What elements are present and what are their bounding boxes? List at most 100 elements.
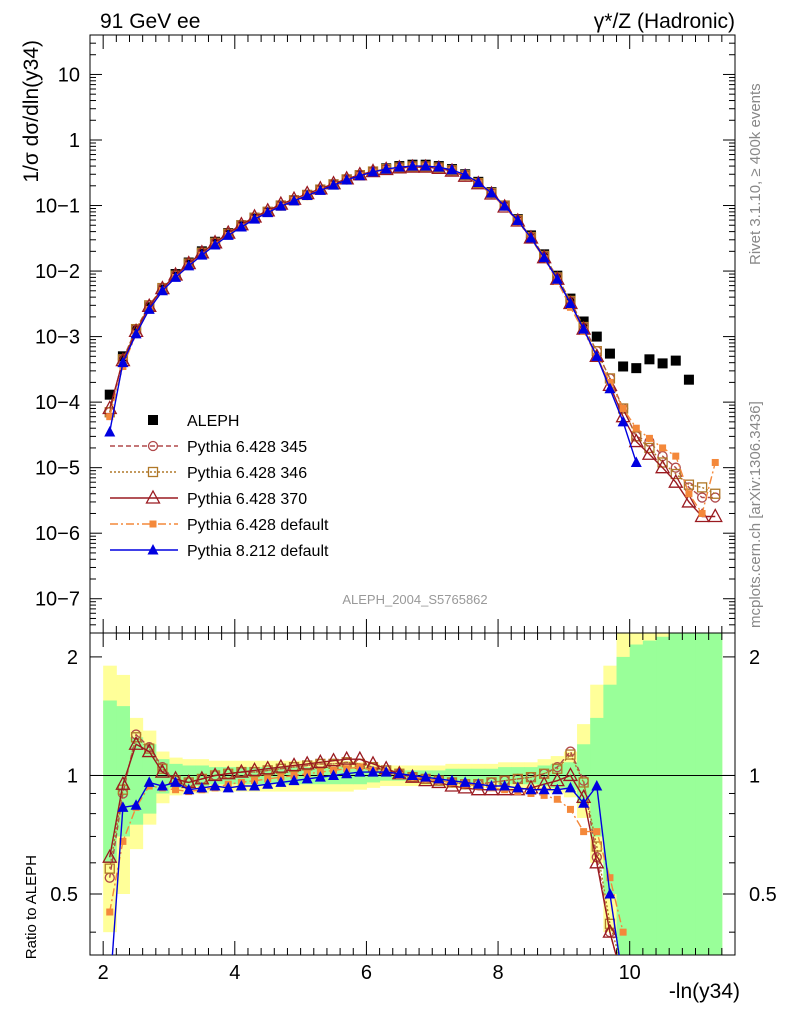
ratio-point [562, 767, 579, 782]
band-green-bin [642, 640, 657, 955]
data-point [710, 488, 721, 499]
ratio-point [565, 749, 576, 760]
data-point [644, 354, 655, 365]
ratio-point [119, 837, 127, 845]
ratio-series-pythia-8-212-default [104, 766, 620, 998]
band-green-bin [590, 717, 604, 837]
y-tick-label: 1 [69, 130, 80, 152]
ratio-point [154, 763, 170, 778]
legend-item: Pythia 6.428 default [110, 517, 329, 534]
ratio-point [235, 780, 247, 791]
ratio-point [485, 780, 497, 791]
ratio-point [602, 923, 618, 938]
ratio-point [288, 774, 300, 786]
y-tick-label: 10−7 [35, 589, 80, 611]
data-point [196, 249, 208, 260]
ratio-point [262, 778, 274, 789]
ratio-point [499, 780, 511, 791]
data-point [262, 206, 274, 218]
ratio-point [446, 774, 458, 786]
data-point [685, 490, 693, 498]
ratio-point [589, 854, 605, 869]
ratio-point [156, 780, 168, 791]
data-point [275, 200, 287, 211]
data-point [446, 163, 458, 175]
data-point [235, 221, 247, 232]
ratio-point [459, 776, 471, 787]
y-tick-label: 10−1 [35, 196, 80, 218]
series-aleph [104, 159, 694, 400]
data-point [617, 415, 629, 427]
ratio-point [407, 769, 418, 780]
ratio-point [606, 874, 614, 882]
ratio-point [354, 766, 366, 777]
mcplots-label: mcplots.cern.ch [arXiv:1306.3436] [747, 401, 764, 628]
data-point [433, 161, 445, 172]
data-point [698, 509, 706, 517]
data-point [380, 163, 392, 174]
data-point [104, 389, 115, 400]
legend-item: Pythia 6.428 345 [110, 439, 307, 456]
ratio-y-tick-label: 0.5 [50, 884, 78, 906]
header-right-title: γ*/Z (Hadronic) [594, 10, 735, 33]
legend-label: ALEPH [187, 413, 239, 430]
ratio-point [328, 769, 340, 780]
ratio-point [591, 780, 603, 791]
data-point [472, 176, 484, 187]
legend-marker [147, 466, 159, 478]
data-point [117, 351, 128, 362]
band-green-bin [616, 656, 631, 955]
legend-label: Pythia 8.212 default [187, 543, 329, 560]
x-tick-label: 8 [492, 962, 503, 984]
legend-marker [147, 440, 159, 452]
data-point [657, 358, 668, 369]
band-green-bin [129, 737, 144, 825]
ratio-line [109, 766, 624, 933]
data-point [551, 273, 563, 284]
band-green-bin [656, 636, 670, 955]
data-point [630, 456, 642, 467]
legend-marker [148, 415, 158, 425]
y-tick-label: 10 [58, 64, 80, 86]
y-tick-label: 10−5 [35, 458, 80, 480]
data-point [209, 238, 221, 250]
series-line [109, 165, 716, 516]
ratio-line [109, 743, 617, 955]
legend-marker [145, 489, 161, 504]
data-point [407, 160, 418, 171]
legend-label: Pythia 6.428 370 [187, 491, 307, 508]
data-point [591, 350, 603, 361]
ratio-point [115, 775, 131, 790]
data-point [249, 213, 261, 224]
band-green-bin [629, 644, 644, 955]
data-point [606, 378, 614, 386]
ratio-point [220, 765, 236, 780]
data-point [106, 413, 114, 421]
data-point [696, 482, 708, 493]
ratio-y-tick-label: 2 [67, 647, 78, 669]
data-point [670, 468, 681, 480]
ratio-point [420, 771, 432, 782]
ratio-point [551, 783, 563, 795]
data-point [655, 459, 671, 474]
data-point [628, 433, 644, 448]
ratio-point [566, 805, 574, 813]
ratio-point [604, 887, 616, 899]
ratio-point [299, 755, 315, 770]
y-tick-label: 10−3 [35, 327, 80, 349]
ratio-line [111, 771, 620, 955]
y-tick-label: 10−4 [35, 392, 80, 414]
ratio-point [106, 908, 114, 916]
data-point [670, 462, 681, 473]
band-green-bin [708, 633, 723, 955]
legend: ALEPH Pythia 6.428 345 Pythia 6.428 346 Pyt… [110, 413, 329, 560]
ratio-y-tick-label-right: 0.5 [749, 884, 777, 906]
ratio-point [538, 783, 550, 795]
ratio-point [104, 987, 115, 998]
ratio-ylabel: Ratio to ALEPH [23, 855, 40, 959]
xlabel: -ln(y34) [669, 980, 740, 1003]
x-tick-label: 6 [361, 962, 372, 984]
ratio-point [553, 795, 561, 803]
ratio-point [183, 783, 195, 795]
